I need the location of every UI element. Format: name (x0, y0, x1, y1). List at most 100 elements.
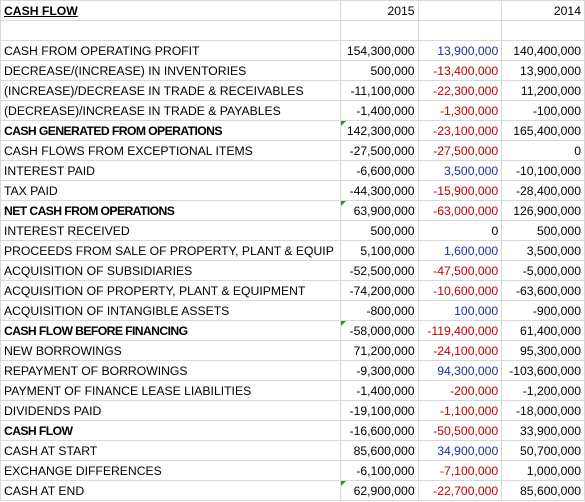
value-2014-cell[interactable]: 95,300,000 (501, 340, 585, 361)
value-2014-cell[interactable]: -1,200,000 (501, 380, 585, 401)
value-2015-cell[interactable]: 142,300,000 (339, 120, 419, 141)
row-label[interactable]: (DECREASE)/INCREASE IN TRADE & PAYABLES (0, 100, 341, 121)
row-label[interactable]: CASH AT START (0, 440, 341, 461)
value-2014-cell[interactable]: 85,600,000 (501, 480, 585, 501)
difference-cell[interactable]: 94,300,000 (417, 360, 503, 381)
row-label[interactable]: ACQUISITION OF SUBSIDIARIES (0, 260, 341, 281)
difference-cell[interactable]: -200,000 (417, 380, 503, 401)
row-label[interactable]: ACQUISITION OF INTANGIBLE ASSETS (0, 300, 341, 321)
value-2015-cell[interactable]: 5,100,000 (339, 240, 419, 261)
value-2014-cell[interactable]: -900,000 (501, 300, 585, 321)
value-2015-cell[interactable]: -800,000 (339, 300, 419, 321)
row-label[interactable]: CASH AT END (0, 480, 341, 501)
row-label[interactable]: CASH FROM OPERATING PROFIT (0, 40, 341, 61)
row-label[interactable]: CASH FLOW (0, 420, 341, 441)
value-2014-cell[interactable]: 61,400,000 (501, 320, 585, 341)
blank-cell[interactable] (0, 20, 341, 41)
value-2015-cell[interactable]: -74,200,000 (339, 280, 419, 301)
difference-cell[interactable]: -47,500,000 (417, 260, 503, 281)
value-2014-cell[interactable]: 13,900,000 (501, 60, 585, 81)
difference-cell[interactable]: -50,500,000 (417, 420, 503, 441)
row-label[interactable]: CASH FLOWS FROM EXCEPTIONAL ITEMS (0, 140, 341, 161)
value-2015-cell[interactable]: -1,400,000 (339, 380, 419, 401)
row-label[interactable]: INTEREST PAID (0, 160, 341, 181)
value-2015-cell[interactable]: -11,100,000 (339, 80, 419, 101)
row-label[interactable]: CASH FLOW BEFORE FINANCING (0, 320, 341, 341)
value-2015-cell[interactable]: -27,500,000 (339, 140, 419, 161)
difference-cell[interactable]: -7,100,000 (417, 460, 503, 481)
difference-cell[interactable]: -24,100,000 (417, 340, 503, 361)
difference-cell[interactable]: 13,900,000 (417, 40, 503, 61)
difference-cell[interactable]: -119,400,000 (417, 320, 503, 341)
value-2015-cell[interactable]: -19,100,000 (339, 400, 419, 421)
difference-cell[interactable]: -13,400,000 (417, 60, 503, 81)
value-2015-cell[interactable]: 63,900,000 (339, 200, 419, 221)
value-2014-cell[interactable]: -103,600,000 (501, 360, 585, 381)
value-2015-cell[interactable]: 154,300,000 (339, 40, 419, 61)
value-2015-cell[interactable]: -6,100,000 (339, 460, 419, 481)
difference-cell[interactable]: 100,000 (417, 300, 503, 321)
value-2015-cell[interactable]: 62,900,000 (339, 480, 419, 501)
value-2015-cell[interactable]: 500,000 (339, 220, 419, 241)
difference-cell[interactable]: -1,100,000 (417, 400, 503, 421)
row-label[interactable]: NET CASH FROM OPERATIONS (0, 200, 341, 221)
difference-cell[interactable]: 0 (417, 220, 503, 241)
difference-cell[interactable]: -15,900,000 (417, 180, 503, 201)
difference-cell[interactable]: 1,600,000 (417, 240, 503, 261)
row-label[interactable]: PAYMENT OF FINANCE LEASE LIABILITIES (0, 380, 341, 401)
value-2014-cell[interactable]: -28,400,000 (501, 180, 585, 201)
value-2014-cell[interactable]: 33,900,000 (501, 420, 585, 441)
difference-header[interactable] (417, 0, 503, 21)
value-2014-cell[interactable]: 126,900,000 (501, 200, 585, 221)
value-2014-cell[interactable]: 11,200,000 (501, 80, 585, 101)
row-label[interactable]: DIVIDENDS PAID (0, 400, 341, 421)
value-2014-cell[interactable]: -18,000,000 (501, 400, 585, 421)
value-2014-cell[interactable]: 50,700,000 (501, 440, 585, 461)
value-2015-cell[interactable]: 85,600,000 (339, 440, 419, 461)
value-2015-cell[interactable]: -58,000,000 (339, 320, 419, 341)
difference-cell[interactable]: -27,500,000 (417, 140, 503, 161)
value-2014-cell[interactable]: 165,400,000 (501, 120, 585, 141)
value-2014-cell[interactable]: 500,000 (501, 220, 585, 241)
row-label[interactable]: EXCHANGE DIFFERENCES (0, 460, 341, 481)
value-2014-cell[interactable]: 140,400,000 (501, 40, 585, 61)
value-2015-cell[interactable]: -16,600,000 (339, 420, 419, 441)
value-2014-cell[interactable]: 1,000,000 (501, 460, 585, 481)
row-label[interactable]: DECREASE/(INCREASE) IN INVENTORIES (0, 60, 341, 81)
blank-cell[interactable] (417, 20, 503, 41)
value-2014-cell[interactable]: 3,500,000 (501, 240, 585, 261)
row-label[interactable]: TAX PAID (0, 180, 341, 201)
value-2014-cell[interactable]: -63,600,000 (501, 280, 585, 301)
row-label[interactable]: ACQUISITION OF PROPERTY, PLANT & EQUIPME… (0, 280, 341, 301)
row-label[interactable]: INTEREST RECEIVED (0, 220, 341, 241)
row-label[interactable]: (INCREASE)/DECREASE IN TRADE & RECEIVABL… (0, 80, 341, 101)
difference-cell[interactable]: -22,300,000 (417, 80, 503, 101)
year-2015-header[interactable]: 2015 (339, 0, 419, 21)
row-label[interactable]: NEW BORROWINGS (0, 340, 341, 361)
sheet-title[interactable]: CASH FLOW (0, 0, 341, 21)
value-2015-cell[interactable]: -6,600,000 (339, 160, 419, 181)
difference-cell[interactable]: -1,300,000 (417, 100, 503, 121)
difference-cell[interactable]: 3,500,000 (417, 160, 503, 181)
value-2015-cell[interactable]: -52,500,000 (339, 260, 419, 281)
row-label[interactable]: REPAYMENT OF BORROWINGS (0, 360, 341, 381)
value-2014-cell[interactable]: -5,000,000 (501, 260, 585, 281)
value-2015-cell[interactable]: -44,300,000 (339, 180, 419, 201)
row-label[interactable]: CASH GENERATED FROM OPERATIONS (0, 120, 341, 141)
difference-cell[interactable]: -63,000,000 (417, 200, 503, 221)
blank-cell[interactable] (501, 20, 585, 41)
blank-cell[interactable] (339, 20, 419, 41)
value-2014-cell[interactable]: -100,000 (501, 100, 585, 121)
row-label[interactable]: PROCEEDS FROM SALE OF PROPERTY, PLANT & … (0, 240, 341, 261)
year-2014-header[interactable]: 2014 (501, 0, 585, 21)
value-2015-cell[interactable]: -1,400,000 (339, 100, 419, 121)
value-2014-cell[interactable]: 0 (501, 140, 585, 161)
value-2015-cell[interactable]: 71,200,000 (339, 340, 419, 361)
value-2015-cell[interactable]: -9,300,000 (339, 360, 419, 381)
difference-cell[interactable]: -23,100,000 (417, 120, 503, 141)
difference-cell[interactable]: -10,600,000 (417, 280, 503, 301)
difference-cell[interactable]: 34,900,000 (417, 440, 503, 461)
value-2015-cell[interactable]: 500,000 (339, 60, 419, 81)
value-2014-cell[interactable]: -10,100,000 (501, 160, 585, 181)
difference-cell[interactable]: -22,700,000 (417, 480, 503, 501)
